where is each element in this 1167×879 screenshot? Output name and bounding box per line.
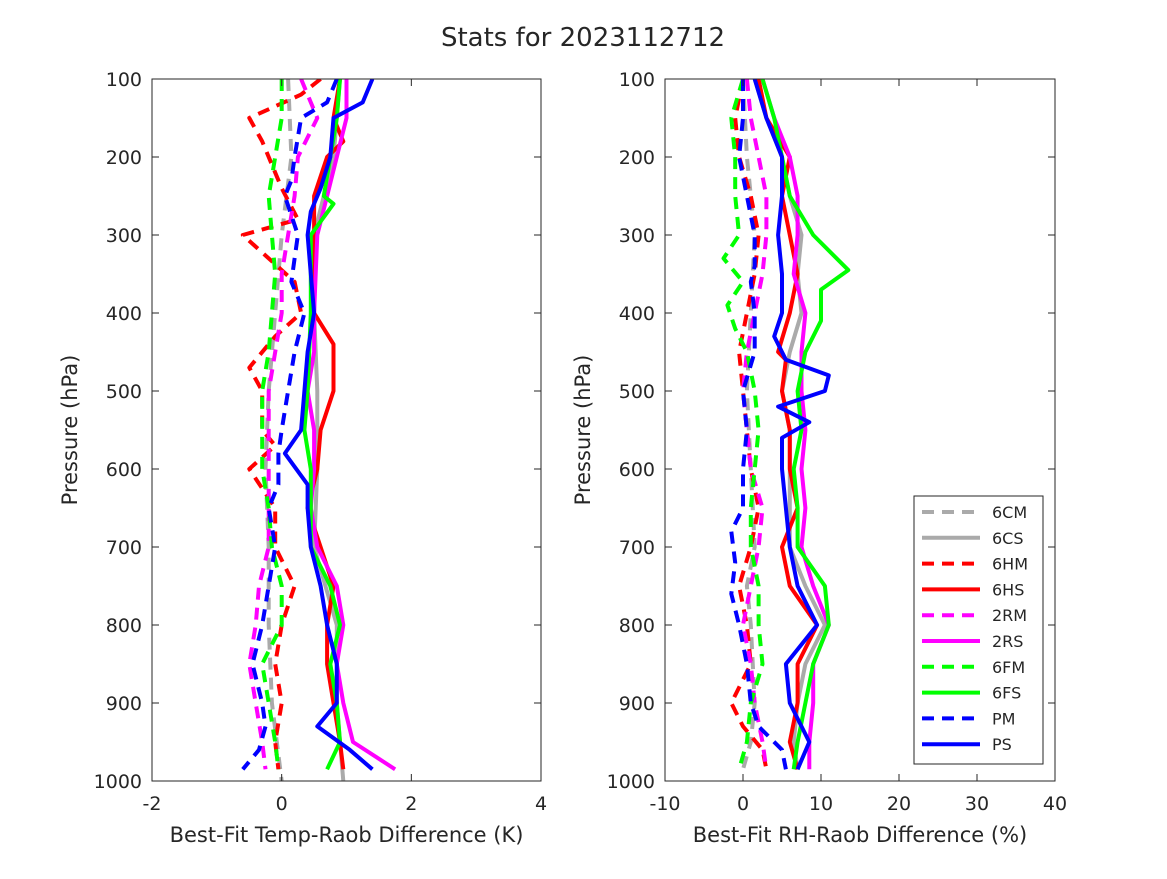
y-tick-label: 500 <box>106 381 142 403</box>
y-tick-label: 400 <box>106 303 142 325</box>
series-line-ps <box>282 79 375 771</box>
series-line-ps <box>752 79 831 771</box>
y-tick-label: 300 <box>619 225 655 247</box>
y-tick-label: 900 <box>619 693 655 715</box>
x-axis-label: Best-Fit Temp-Raob Difference (K) <box>170 823 524 847</box>
y-tick-label: 300 <box>106 225 142 247</box>
axes-box <box>151 78 542 782</box>
right-panel: -10 0 10 20 30 40 100 200 300 400 500 600 700 800 900 1… <box>571 69 1067 847</box>
series-line-pm <box>241 79 339 771</box>
x-tick-label: 20 <box>887 793 911 815</box>
y-axis-label: Pressure (hPa) <box>571 355 595 506</box>
y-tick-label: 400 <box>619 303 655 325</box>
y-tick-label: 900 <box>106 693 142 715</box>
series-line-6cm <box>263 79 294 781</box>
series-line-6fs <box>760 79 851 770</box>
legend-label-6fs: 6FS <box>992 684 1021 703</box>
left-panel: -2 0 2 4 100 200 300 400 500 600 700 800 900 1000 Best… <box>58 69 547 847</box>
y-tick-label: 200 <box>106 147 142 169</box>
x-tick-label: 40 <box>1043 793 1067 815</box>
legend-label-6cm: 6CM <box>992 503 1027 522</box>
figure-title: Stats for 2023112712 <box>441 23 725 53</box>
legend-label-ps: PS <box>992 735 1012 754</box>
legend-label-pm: PM <box>992 709 1015 728</box>
axes-box <box>664 78 1056 782</box>
legend-label-2rm: 2RM <box>992 606 1027 625</box>
y-tick-label: 100 <box>106 69 142 91</box>
series-line-6fs <box>302 79 342 771</box>
x-tick-label: -10 <box>649 793 680 815</box>
y-tick-label: 800 <box>619 615 655 637</box>
legend-label-6cs: 6CS <box>992 529 1024 548</box>
x-tick-label: 0 <box>276 793 288 815</box>
y-tick-label: 1000 <box>607 771 655 793</box>
y-axis-label: Pressure (hPa) <box>58 355 82 506</box>
x-tick-label: 4 <box>535 793 547 815</box>
legend-label-6fm: 6FM <box>992 658 1025 677</box>
series-line-6hs <box>305 79 346 770</box>
y-tick-label: 600 <box>619 459 655 481</box>
x-tick-label: 2 <box>405 793 417 815</box>
y-tick-label: 700 <box>619 537 655 559</box>
x-tick-label: 0 <box>737 793 749 815</box>
y-tick-label: 1000 <box>94 771 142 793</box>
x-tick-label: 10 <box>809 793 833 815</box>
y-tick-label: 200 <box>619 147 655 169</box>
legend: 6CM 6CS 6HM 6HS 2RM 2RS 6FM 6FS PM PS <box>913 495 1044 765</box>
y-tick-label: 500 <box>619 381 655 403</box>
legend-label-6hm: 6HM <box>992 555 1028 574</box>
series-line-6fm <box>721 79 765 770</box>
legend-box <box>913 495 1044 765</box>
y-tick-label: 100 <box>619 69 655 91</box>
series-line-2rm <box>247 79 320 770</box>
legend-label-2rs: 2RS <box>992 632 1023 651</box>
legend-label-6hs: 6HS <box>992 580 1024 599</box>
y-tick-label: 600 <box>106 459 142 481</box>
x-axis-label: Best-Fit RH-Raob Difference (%) <box>693 823 1027 847</box>
x-tick-label: -2 <box>143 793 162 815</box>
y-tick-label: 800 <box>106 615 142 637</box>
series-line-6hm <box>729 79 769 770</box>
y-tick-label: 700 <box>106 537 142 559</box>
x-tick-label: 30 <box>965 793 989 815</box>
